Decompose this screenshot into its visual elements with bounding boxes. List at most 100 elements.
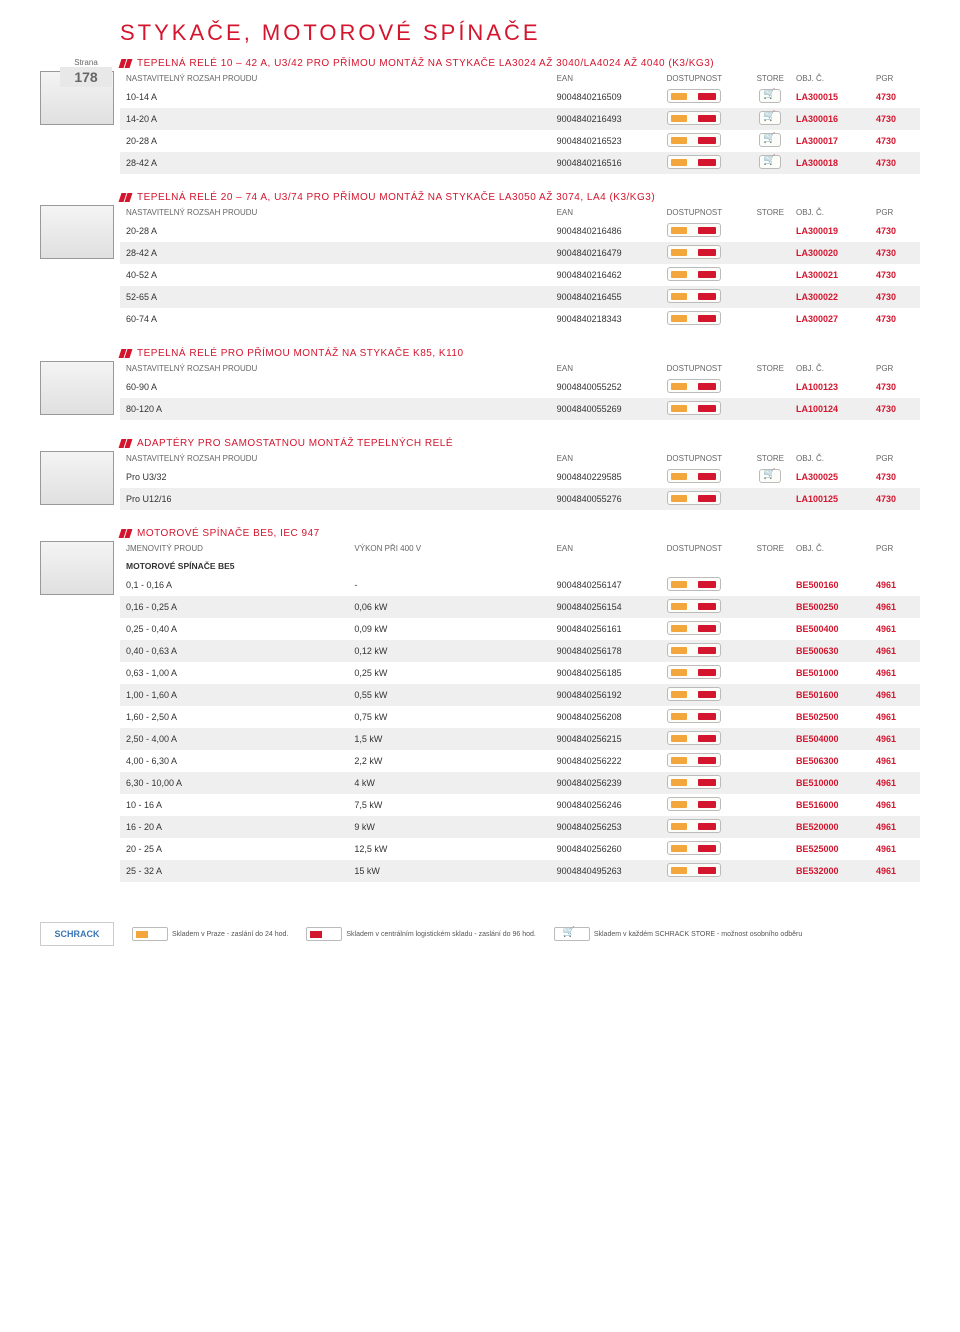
cell-availability [661, 466, 751, 488]
cell-pgr: 4961 [870, 816, 920, 838]
cell-pgr: 4730 [870, 308, 920, 330]
page-number-sidebar: Strana 178 [60, 58, 112, 87]
cell-objc: LA300025 [790, 466, 870, 488]
section: ADAPTÉRY PRO SAMOSTATNOU MONTÁŽ TEPELNÝC… [40, 438, 920, 510]
cell-range: 20-28 A [120, 220, 491, 242]
cell-store [751, 640, 790, 662]
table-row: 40-52 A 9004840216462 LA300021 4730 [120, 264, 920, 286]
cell-ean: 9004840216523 [551, 130, 661, 152]
section-motor: MOTOROVÉ SPÍNAČE BE5, IEC 947 JMENOVITÝ … [40, 528, 920, 882]
cell-ean: 9004840216462 [551, 264, 661, 286]
table-row: 14-20 A 9004840216493 LA300016 4730 [120, 108, 920, 130]
product-thumbnail [40, 205, 114, 259]
cell-power: - [348, 574, 550, 596]
cell-range: Pro U12/16 [120, 488, 491, 510]
section: TEPELNÁ RELÉ 20 – 74 A, U3/74 PRO PŘÍMOU… [40, 192, 920, 330]
th-dostup: DOSTUPNOST [661, 451, 751, 466]
cell-power: 1,5 kW [348, 728, 550, 750]
th-range: NASTAVITELNÝ ROZSAH PROUDU [120, 451, 491, 466]
legend-text: Skladem v Praze - zaslání do 24 hod. [172, 931, 288, 938]
th-dostup: DOSTUPNOST [661, 71, 751, 86]
strana-label: Strana [60, 58, 112, 67]
availability-icon [667, 577, 721, 591]
cell-objc: BE532000 [790, 860, 870, 882]
cell-power: 0,12 kW [348, 640, 550, 662]
table-row: Pro U3/32 9004840229585 LA300025 4730 [120, 466, 920, 488]
th-obj: OBJ. Č. [790, 205, 870, 220]
cell-objc: BE500630 [790, 640, 870, 662]
cell-objc: LA300015 [790, 86, 870, 108]
cell-objc: BE500250 [790, 596, 870, 618]
cell-store [751, 772, 790, 794]
cell-availability [661, 772, 751, 794]
cart-icon[interactable] [759, 133, 781, 147]
availability-icon [667, 311, 721, 325]
cell-ean: 9004840256246 [551, 794, 661, 816]
cell-pgr: 4730 [870, 220, 920, 242]
cell-current: 1,60 - 2,50 A [120, 706, 348, 728]
brand-logo: SCHRACK [40, 922, 114, 946]
cell-pgr: 4961 [870, 838, 920, 860]
strana-number: 178 [60, 67, 112, 87]
availability-icon [667, 379, 721, 393]
cell-objc: LA100125 [790, 488, 870, 510]
cell-store [751, 286, 790, 308]
availability-icon [667, 819, 721, 833]
legend-item: Skladem v centrálním logistickém skladu … [306, 927, 535, 941]
cell-ean: 9004840256222 [551, 750, 661, 772]
th-store: STORE [751, 71, 790, 86]
th-pgr: PGR [870, 541, 920, 556]
cell-power: 4 kW [348, 772, 550, 794]
th-ean: EAN [551, 451, 661, 466]
availability-icon [667, 643, 721, 657]
th-power: VÝKON PŘI 400 V [348, 541, 550, 556]
cell-availability [661, 640, 751, 662]
cell-ean: 9004840216509 [551, 86, 661, 108]
cell-objc: LA300022 [790, 286, 870, 308]
cell-pgr: 4961 [870, 684, 920, 706]
cart-icon[interactable] [759, 89, 781, 103]
cell-availability [661, 86, 751, 108]
cell-ean: 9004840216516 [551, 152, 661, 174]
cart-icon[interactable] [759, 155, 781, 169]
cell-pgr: 4961 [870, 728, 920, 750]
cart-icon[interactable] [759, 469, 781, 483]
cell-range: 28-42 A [120, 242, 491, 264]
availability-icon [667, 401, 721, 415]
cart-icon [554, 927, 590, 941]
cell-ean: 9004840218343 [551, 308, 661, 330]
cell-pgr: 4730 [870, 286, 920, 308]
cell-availability [661, 684, 751, 706]
cell-ean: 9004840256161 [551, 618, 661, 640]
table-row: 2,50 - 4,00 A 1,5 kW 9004840256215 BE504… [120, 728, 920, 750]
th-ean: EAN [551, 205, 661, 220]
cell-availability [661, 860, 751, 882]
table-row: 6,30 - 10,00 A 4 kW 9004840256239 BE5100… [120, 772, 920, 794]
subheader-text: MOTOROVÉ SPÍNAČE BE5 [120, 556, 920, 574]
cell-availability [661, 242, 751, 264]
cell-objc: BE525000 [790, 838, 870, 860]
th-dostup: DOSTUPNOST [661, 361, 751, 376]
table-row: Pro U12/16 9004840055276 LA100125 4730 [120, 488, 920, 510]
cell-ean: 9004840256260 [551, 838, 661, 860]
cell-objc: BE506300 [790, 750, 870, 772]
cell-pgr: 4730 [870, 130, 920, 152]
cell-store [751, 376, 790, 398]
section-title-text: TEPELNÁ RELÉ 20 – 74 A, U3/74 PRO PŘÍMOU… [137, 192, 655, 203]
th-pgr: PGR [870, 71, 920, 86]
cell-current: 4,00 - 6,30 A [120, 750, 348, 772]
section-title: MOTOROVÉ SPÍNAČE BE5, IEC 947 [40, 528, 920, 539]
product-thumbnail [40, 451, 114, 505]
table-row: 52-65 A 9004840216455 LA300022 4730 [120, 286, 920, 308]
cell-availability [661, 286, 751, 308]
cart-icon[interactable] [759, 111, 781, 125]
cell-pgr: 4961 [870, 618, 920, 640]
cell-pgr: 4961 [870, 596, 920, 618]
truck-red-icon [306, 927, 342, 941]
cell-ean: 9004840216455 [551, 286, 661, 308]
page-title: STYKAČE, MOTOROVÉ SPÍNAČE [40, 20, 920, 46]
cell-objc: BE501000 [790, 662, 870, 684]
product-table: JMENOVITÝ PROUD VÝKON PŘI 400 V EAN DOST… [120, 541, 920, 882]
th-current: JMENOVITÝ PROUD [120, 541, 348, 556]
cell-range: 60-74 A [120, 308, 491, 330]
